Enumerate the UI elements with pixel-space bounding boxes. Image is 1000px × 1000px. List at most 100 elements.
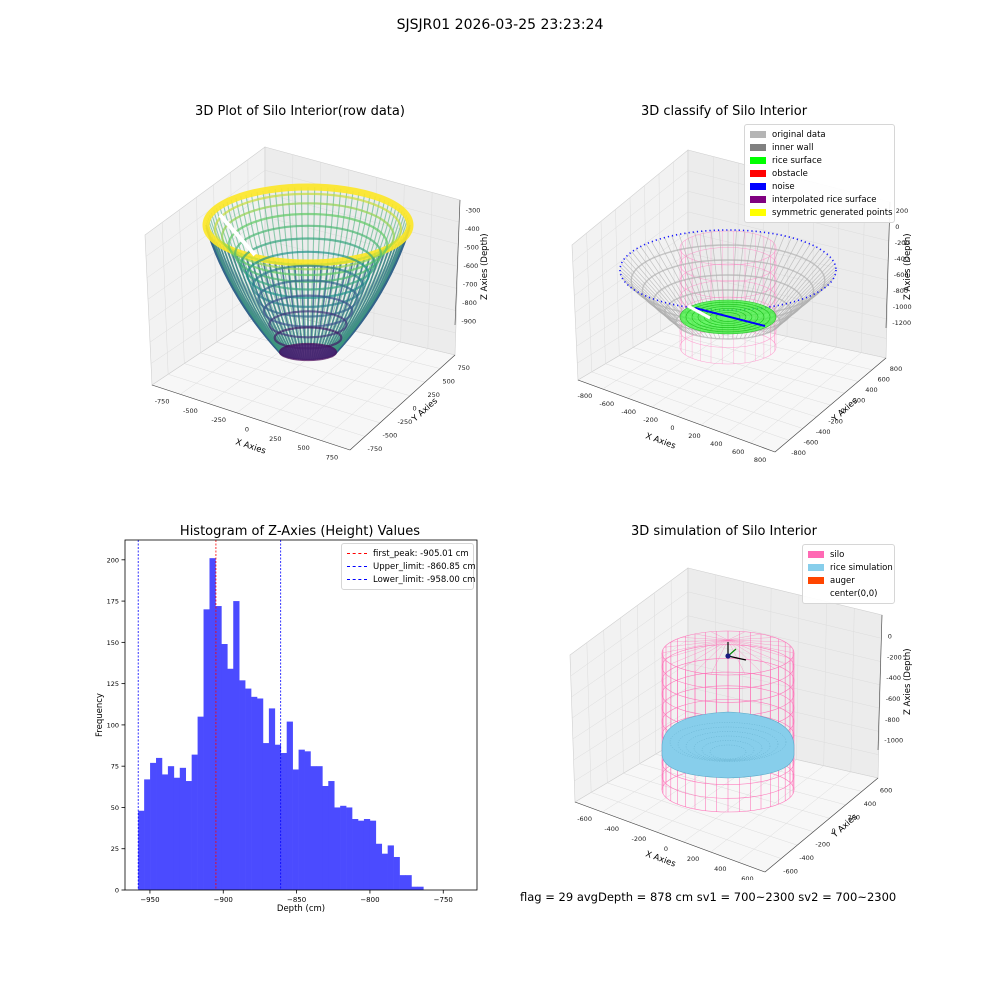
gridline bbox=[216, 341, 411, 396]
panel4-x-tick-label: 0 bbox=[664, 845, 668, 853]
panel1-y-tick-label: 250 bbox=[428, 391, 440, 399]
silo-roof-line bbox=[670, 639, 729, 665]
rice-gap bbox=[687, 304, 711, 320]
rice-surface-ring bbox=[703, 308, 753, 326]
panel2-z-axis: 200 0 -200 -400 -600 -800 -1000 -1200 Z Axies (… bbox=[885, 201, 913, 329]
histogram-bar bbox=[316, 766, 323, 890]
gridline bbox=[670, 580, 673, 745]
panel4-y-tick-label: 400 bbox=[864, 800, 876, 808]
histogram-x-label: Depth (cm) bbox=[277, 904, 325, 914]
panel2-x-tick-label: -400 bbox=[621, 408, 636, 416]
gridline bbox=[575, 252, 689, 330]
x-tick-label: −900 bbox=[214, 896, 233, 904]
panel2-legend-entry: inner wall bbox=[750, 141, 889, 154]
panel4-legend-entry: silo bbox=[808, 548, 889, 561]
panel1-x-axis-line bbox=[151, 384, 351, 451]
bowl-meridian bbox=[333, 210, 403, 350]
gridline bbox=[639, 763, 830, 819]
panel2-legend: original data inner wall rice surface obsta… bbox=[744, 124, 895, 223]
panel4-z-label: Z Axies (Depth) bbox=[903, 648, 913, 715]
gridline bbox=[570, 591, 689, 677]
panel2-legend-swatch bbox=[750, 157, 766, 164]
gridline bbox=[574, 710, 689, 782]
panel2-x-axis-line bbox=[577, 379, 776, 453]
inner-wall-line bbox=[619, 269, 677, 323]
panel4-x-tick-label: 200 bbox=[687, 855, 699, 863]
panel1-y-tick-label: -750 bbox=[368, 445, 383, 453]
panel1-y-tick-label: 0 bbox=[413, 405, 417, 413]
gridline bbox=[321, 348, 429, 441]
panel2-legend-label: rice surface bbox=[772, 155, 822, 166]
panel4-legend-label: silo bbox=[830, 549, 845, 560]
gridline bbox=[700, 341, 812, 426]
gridline bbox=[750, 352, 862, 444]
inner-wall-line bbox=[686, 232, 709, 307]
inner-wall-line bbox=[747, 232, 770, 307]
gridline bbox=[602, 320, 713, 390]
gridline bbox=[576, 273, 689, 347]
panel1-z-tick-label: -800 bbox=[462, 299, 477, 307]
inner-wall-line bbox=[743, 231, 762, 306]
inner-wall-line bbox=[731, 230, 737, 306]
panel2-x-tick-label: 400 bbox=[710, 440, 722, 448]
panel3-legend-line bbox=[347, 566, 367, 567]
gridline bbox=[427, 192, 433, 349]
histogram-bar bbox=[375, 843, 383, 890]
histogram-bar bbox=[363, 819, 371, 890]
histogram-bar bbox=[156, 757, 163, 890]
silo-roof-line bbox=[727, 639, 746, 675]
rice-texture bbox=[693, 735, 763, 761]
gridline bbox=[572, 663, 689, 740]
silo-roof-line bbox=[727, 639, 786, 643]
panel2-point-cloud bbox=[619, 229, 837, 365]
histogram-bar bbox=[262, 743, 270, 890]
panel2-y-tick-label: 200 bbox=[853, 397, 865, 405]
panel1-y-tick-label: -500 bbox=[383, 432, 398, 440]
panel1-z-tick-label: -500 bbox=[464, 243, 479, 251]
panel4-z-tick-label: -600 bbox=[886, 695, 901, 703]
panel1-x-tick-label: -250 bbox=[211, 416, 226, 424]
inner-wall-line bbox=[678, 234, 705, 308]
bowl-ring bbox=[251, 264, 365, 308]
panel1-z-tick-label: -900 bbox=[461, 318, 476, 326]
gridline bbox=[687, 615, 881, 662]
y-tick-label: 25 bbox=[111, 845, 119, 853]
gridline bbox=[796, 594, 800, 760]
gridline bbox=[737, 771, 852, 863]
panel4-z-tick-label: -800 bbox=[885, 716, 900, 724]
panel2-legend-swatch bbox=[750, 183, 766, 190]
bowl-ring bbox=[257, 279, 359, 318]
bowl-meridian bbox=[215, 208, 284, 349]
histogram-bar bbox=[387, 845, 394, 890]
figure-title: SJSJR01 2026-03-25 23:23:24 bbox=[396, 17, 604, 33]
gridline bbox=[654, 592, 656, 755]
x-tick-label: −800 bbox=[360, 896, 379, 904]
histogram-bar bbox=[381, 853, 388, 890]
inner-wall-line bbox=[758, 237, 792, 309]
rice-surface-ring bbox=[679, 299, 777, 335]
bowl-ring bbox=[233, 224, 383, 283]
inner-wall-line bbox=[761, 239, 799, 310]
panel3-legend-line bbox=[347, 579, 367, 580]
bowl-ring bbox=[202, 183, 414, 267]
panel4-y-tick-label: -200 bbox=[815, 840, 830, 848]
panel1-y-axis-line bbox=[349, 354, 456, 451]
rice-texture bbox=[701, 740, 755, 760]
panel2-x-tick-label: -800 bbox=[578, 392, 593, 400]
panel1-point-cloud bbox=[202, 183, 414, 362]
panel2-x-tick-label: -200 bbox=[643, 416, 658, 424]
gridline bbox=[603, 630, 608, 783]
panel4-legend-swatch bbox=[808, 551, 824, 558]
histogram-bar bbox=[417, 886, 424, 890]
panel2-y-tick-label: 400 bbox=[865, 386, 877, 394]
gridline bbox=[687, 639, 881, 686]
panel4-silo-scene bbox=[661, 630, 795, 813]
bowl-ring bbox=[245, 250, 371, 299]
panel2-title: 3D classify of Silo Interior bbox=[640, 104, 808, 119]
gridline bbox=[572, 639, 689, 719]
panel3-legend: first_peak: -905.01 cm Upper_limit: -860.… bbox=[341, 543, 476, 590]
panel4-z-axis: 0 -200 -400 -600 -800 -1000 Z Axies (Depth) bbox=[877, 614, 913, 751]
inner-wall-line bbox=[739, 231, 754, 306]
silo-roof-line bbox=[727, 639, 795, 654]
